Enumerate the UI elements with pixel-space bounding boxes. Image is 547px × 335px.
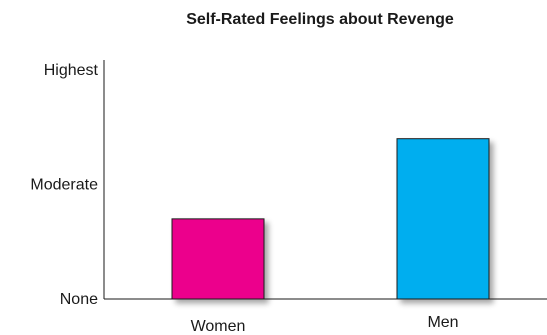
x-tick-label: Women (191, 318, 246, 335)
y-tick-label: Highest (44, 62, 99, 79)
bar-women (171, 218, 265, 300)
chart-title: Self-Rated Feelings about Revenge (186, 11, 454, 28)
x-tick-label: Men (427, 314, 458, 331)
bar-men (396, 138, 490, 300)
y-tick-label: None (60, 291, 98, 308)
y-tick-label: Moderate (30, 177, 98, 194)
